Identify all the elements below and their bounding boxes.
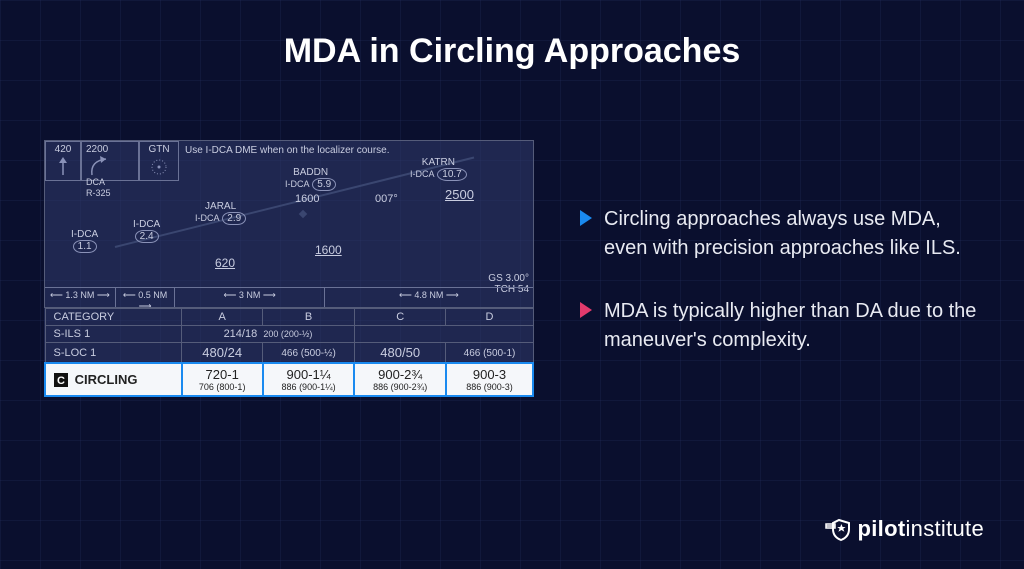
- alt-620: 620: [215, 256, 235, 270]
- segment-distances: ⟵ 1.3 NM ⟶⟵ 0.5 NM ⟶⟵ 3 NM ⟶⟵ 4.8 NM ⟶: [45, 287, 533, 307]
- circling-c-icon: C: [54, 373, 68, 387]
- wp-baddn: BADDN I-DCA 5.9: [285, 167, 336, 191]
- bullet-text: MDA is typically higher than DA due to t…: [604, 297, 980, 355]
- shield-wing-icon: [824, 515, 852, 543]
- missed-approach-box: 2200 DCA R-325: [81, 141, 139, 181]
- minimums-table: CATEGORY A B C D S-ILS 1 214/18 200 (200…: [44, 308, 534, 397]
- bullet-text: Circling approaches always use MDA, even…: [604, 205, 980, 263]
- col-c: C: [354, 309, 446, 326]
- category-label: CATEGORY: [45, 309, 182, 326]
- page-title: MDA in Circling Approaches: [0, 32, 1024, 71]
- fix-marker: [299, 210, 307, 218]
- wp-idca-1: I-DCA 1.1: [71, 229, 98, 253]
- brand-text: pilotinstitute: [858, 516, 984, 542]
- missed-alt: 2200: [86, 144, 108, 155]
- col-b: B: [263, 309, 355, 326]
- missed-radial: R-325: [86, 188, 134, 198]
- bullet-arrow-icon: [580, 302, 592, 318]
- col-a: A: [182, 309, 263, 326]
- row-loc: S-LOC 1 480/24 466 (500-½) 480/50 466 (5…: [45, 343, 533, 364]
- segment-1: ⟵ 0.5 NM ⟶: [115, 288, 175, 307]
- bullet-list: Circling approaches always use MDA, even…: [580, 205, 980, 389]
- circling-d: 900-3886 (900-3): [446, 363, 533, 396]
- msa-box: 420: [45, 141, 81, 181]
- bullet-0: Circling approaches always use MDA, even…: [580, 205, 980, 263]
- wp-jaral: JARAL I-DCA 2.9: [195, 201, 246, 225]
- course: 007°: [375, 193, 398, 205]
- segment-3: ⟵ 4.8 NM ⟶: [324, 288, 533, 307]
- circling-c: 900-2¾886 (900-2¾): [354, 363, 446, 396]
- nav-box: GTN: [139, 141, 179, 181]
- plan-view: 420 2200 DCA R-325 GTN Use I-DCA DME whe…: [44, 140, 534, 308]
- approach-chart: 420 2200 DCA R-325 GTN Use I-DCA DME whe…: [44, 140, 534, 397]
- dme-instruction: Use I-DCA DME when on the localizer cour…: [185, 145, 390, 156]
- wp-katrn: KATRN I-DCA 10.7: [410, 157, 467, 181]
- category-header-row: CATEGORY A B C D: [45, 309, 533, 326]
- segment-2: ⟵ 3 NM ⟶: [174, 288, 323, 307]
- row-circling: C CIRCLING 720-1706 (800-1) 900-1¼886 (9…: [45, 363, 533, 396]
- alt-1600a: 1600: [295, 193, 319, 205]
- segment-0: ⟵ 1.3 NM ⟶: [45, 288, 115, 307]
- circling-label: C CIRCLING: [45, 363, 182, 396]
- alt-1600b: 1600: [315, 243, 342, 257]
- missed-fix: DCA: [86, 177, 105, 187]
- brand-logo: pilotinstitute: [824, 515, 984, 543]
- bullet-arrow-icon: [580, 210, 592, 226]
- msa-value: 420: [55, 144, 72, 155]
- circling-a: 720-1706 (800-1): [182, 363, 263, 396]
- col-d: D: [446, 309, 533, 326]
- row-ils: S-ILS 1 214/18 200 (200-½): [45, 326, 533, 343]
- svg-text:C: C: [57, 375, 65, 387]
- circling-b: 900-1¼886 (900-1¼): [263, 363, 355, 396]
- bullet-1: MDA is typically higher than DA due to t…: [580, 297, 980, 355]
- nav-label: GTN: [148, 144, 169, 155]
- wp-idca-2: I-DCA 2.4: [133, 219, 160, 243]
- alt-2500: 2500: [445, 187, 474, 202]
